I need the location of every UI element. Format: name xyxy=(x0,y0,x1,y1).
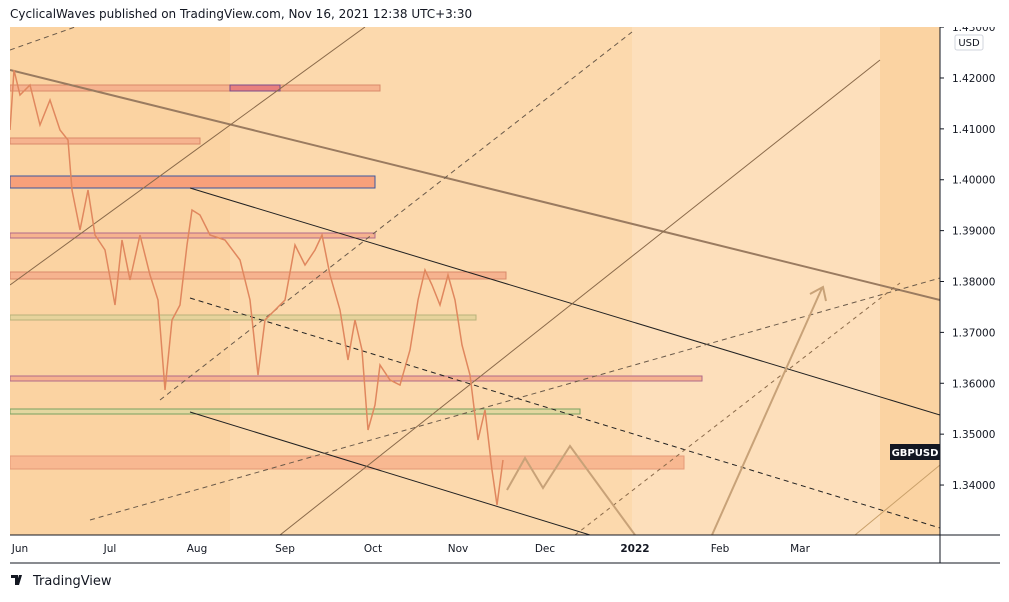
zone xyxy=(10,455,685,470)
zone xyxy=(10,84,381,92)
plot-area xyxy=(10,27,940,535)
zone xyxy=(10,232,376,239)
x-tick-label: Feb xyxy=(711,543,730,555)
symbol: GBPUSD xyxy=(892,448,939,459)
zone xyxy=(10,314,477,321)
footer-logo xyxy=(11,575,22,585)
price-axis: 1.34000 1.35000 1.36000 1.37000 1.38000 1.390… xyxy=(940,22,995,492)
time-axis: Jun Jul Aug Sep Oct Nov Dec 2022 Feb Mar xyxy=(11,543,811,555)
currency-box xyxy=(954,34,984,51)
trend-line xyxy=(10,27,366,286)
zone xyxy=(10,175,376,189)
symbol-box xyxy=(890,444,940,460)
x-tick-label: Jun xyxy=(11,543,28,555)
y-tick-label: 1.38000 xyxy=(952,277,995,289)
y-tick-label: 1.43000 xyxy=(952,22,995,34)
channel-mid xyxy=(189,297,940,529)
drawings xyxy=(10,27,940,535)
band xyxy=(632,27,880,535)
y-tick-label: 1.39000 xyxy=(952,226,995,238)
x-tick-label: Dec xyxy=(535,543,556,555)
y-tick-label: 1.35000 xyxy=(952,429,995,441)
projection xyxy=(506,444,636,535)
trend-line xyxy=(854,464,940,535)
zone xyxy=(10,137,201,145)
y-tick-label: 1.37000 xyxy=(952,327,995,339)
y-tick-label: 1.40000 xyxy=(952,175,995,187)
projection xyxy=(711,287,823,535)
currency: USD xyxy=(958,38,980,49)
x-tick-label: Oct xyxy=(364,543,382,555)
x-tick-label: Sep xyxy=(275,543,295,555)
price-line xyxy=(10,69,504,506)
zone xyxy=(10,271,507,280)
x-tick-label: Nov xyxy=(448,543,469,555)
arrow-head xyxy=(809,285,827,302)
zone xyxy=(229,84,281,92)
channel-line xyxy=(189,411,591,535)
dashed-line xyxy=(10,27,76,51)
footer-brand: TradingView xyxy=(32,574,112,589)
x-tick-label: 2022 xyxy=(620,543,649,555)
x-tick-label: Mar xyxy=(790,543,810,555)
x-tick-label: Aug xyxy=(187,543,208,555)
header: CyclicalWaves published on TradingView.c… xyxy=(10,7,472,21)
trend-line xyxy=(279,59,881,535)
band xyxy=(230,27,632,535)
dashed-line xyxy=(159,31,633,401)
y-tick-label: 1.34000 xyxy=(952,480,995,492)
dashed-line xyxy=(89,277,940,521)
zone xyxy=(10,408,581,415)
x-tick-label: Jul xyxy=(103,543,117,555)
y-tick-label: 1.41000 xyxy=(952,124,995,136)
zone xyxy=(10,375,703,382)
zones xyxy=(10,84,703,470)
y-tick-label: 1.36000 xyxy=(952,378,995,390)
y-tick-label: 1.42000 xyxy=(952,73,995,85)
channel-line xyxy=(189,187,940,416)
trend-line xyxy=(10,69,940,301)
